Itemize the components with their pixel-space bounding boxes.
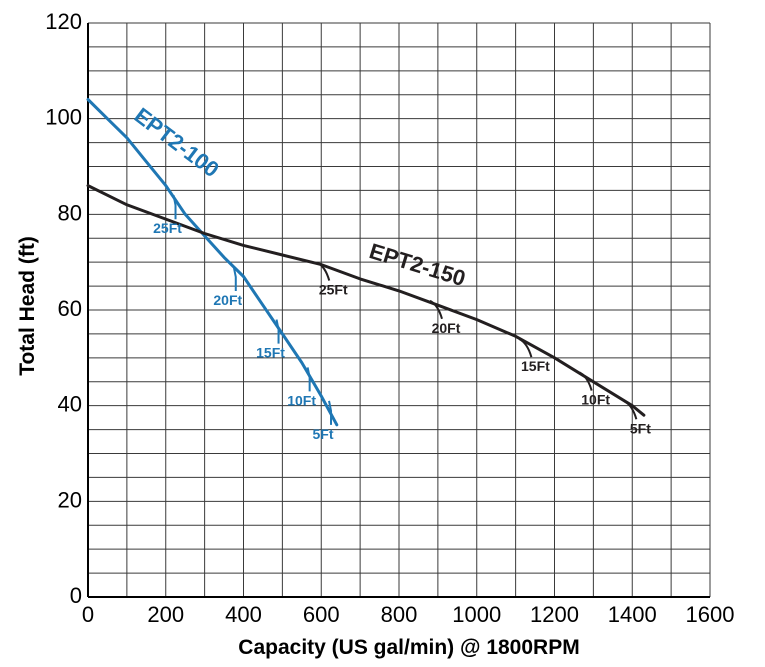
npsh-label: 15Ft <box>256 345 285 361</box>
x-tick-label: 0 <box>82 602 94 627</box>
grid <box>87 22 711 598</box>
npsh-marker <box>579 371 593 391</box>
x-tick-label: 1400 <box>608 602 657 627</box>
npsh-label: 20Ft <box>213 292 242 308</box>
y-tick-label: 20 <box>58 487 82 512</box>
npsh-marker <box>429 299 443 320</box>
npsh-marker <box>316 261 331 281</box>
npsh-label: 20Ft <box>432 320 461 336</box>
npsh-label: 25Ft <box>319 282 348 298</box>
npsh-marker <box>328 400 333 425</box>
x-tick-label: 1000 <box>452 602 501 627</box>
series-layer <box>86 98 646 427</box>
y-tick-label: 80 <box>58 200 82 225</box>
npsh-label: 5Ft <box>313 426 334 442</box>
x-tick-label: 400 <box>225 602 262 627</box>
npsh-label: 15Ft <box>521 358 550 374</box>
series-line-ept2-150 <box>86 184 646 417</box>
x-tick-label: 1200 <box>530 602 579 627</box>
npsh-label: 10Ft <box>287 392 316 408</box>
y-axis-title: Total Head (ft) <box>16 236 39 376</box>
x-tick-label: 600 <box>303 602 340 627</box>
npsh-marker <box>172 195 177 220</box>
axes: 0 200 400 600 800 1000 1200 1400 1600 0 20 40 60 80 10… <box>45 9 734 627</box>
y-tick-label: 60 <box>58 296 82 321</box>
npsh-label: 5Ft <box>630 420 651 436</box>
npsh-label: 10Ft <box>581 392 610 408</box>
npsh-marker <box>518 338 533 358</box>
npsh-label: 25Ft <box>153 220 182 236</box>
x-axis-title: Capacity (US gal/min) @ 1800RPM <box>238 636 579 659</box>
npsh-marker <box>306 367 311 392</box>
series-line-ept2-100 <box>86 98 339 427</box>
npsh-markers: 25Ft 20Ft 15Ft 10Ft 5Ft 25Ft 20Ft 15Ft 10Ft 5Ft <box>153 195 651 442</box>
x-tick-label: 800 <box>381 602 418 627</box>
y-tick-label: 0 <box>70 583 82 608</box>
y-tick-label: 120 <box>45 9 82 34</box>
y-tick-label: 100 <box>45 105 82 130</box>
npsh-marker <box>623 400 638 420</box>
x-tick-label: 1600 <box>686 602 735 627</box>
y-tick-label: 40 <box>58 392 82 417</box>
npsh-marker <box>275 319 280 344</box>
x-tick-label: 200 <box>147 602 184 627</box>
npsh-marker <box>232 266 237 291</box>
series-label-ept2-150: EPT2-150 <box>366 238 468 291</box>
